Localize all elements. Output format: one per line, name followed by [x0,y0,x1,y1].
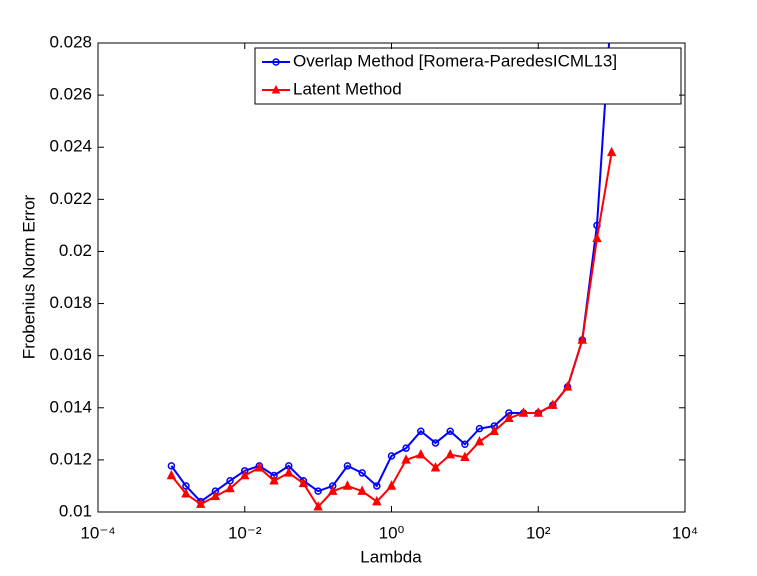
legend-marker [271,84,281,94]
marker [166,469,177,480]
marker [417,427,425,435]
marker [195,498,206,508]
y-tick-label: 0.012 [49,449,92,468]
y-axis-label: Frobenius Norm Error [19,194,38,359]
marker [210,490,221,501]
y-tick-label: 0.01 [59,501,92,520]
marker [548,399,558,409]
marker [240,469,250,480]
y-tick-label: 0.022 [49,189,92,208]
y-tick-label: 0.024 [49,137,92,156]
marker [225,482,235,493]
x-tick-label: 10⁰ [379,523,405,542]
marker [489,425,499,435]
marker [606,146,617,157]
marker [327,485,338,495]
legend-marker [272,58,280,66]
marker [446,427,454,435]
legend: Overlap Method [Romera-ParedesICML13] Lat… [262,51,617,98]
marker [358,469,366,477]
marker [372,495,382,506]
marker [298,477,309,488]
x-axis-label: Lambda [360,547,422,566]
marker [357,485,367,495]
plot-area [97,42,686,513]
marker [402,444,410,452]
marker [386,480,397,490]
y-tick-label: 0.018 [49,293,92,312]
x-tick-label: 10⁻² [228,523,262,542]
y-tick-label: 0.026 [49,85,92,104]
legend-box [254,47,682,105]
marker [269,475,279,485]
marker [577,334,587,344]
x-tick-label: 10⁴ [672,523,698,542]
marker [314,487,322,495]
y-tick-label: 0.014 [49,397,92,416]
marker [475,424,484,433]
marker [533,407,543,417]
marker [460,451,470,462]
marker [474,435,485,446]
marker [181,488,191,498]
marker [401,454,411,464]
marker [430,462,441,472]
x-tick-label: 10² [526,523,551,542]
marker [416,449,426,459]
marker [342,480,353,490]
y-tick-label: 0.02 [59,241,92,260]
marker [254,462,265,472]
marker [373,482,381,490]
marker [167,462,176,470]
marker [592,232,602,243]
marker [313,501,323,511]
y-tick-label: 0.028 [49,32,92,51]
y-tick-label: 0.016 [49,345,92,364]
marker [387,452,396,460]
legend-label: Latent Method [293,79,402,98]
marker [461,440,469,449]
x-tick-label: 10⁻⁴ [80,523,115,542]
plot-content [166,1,617,511]
marker [518,407,529,417]
marker [609,1,615,7]
marker [562,381,573,391]
marker [284,467,294,477]
legend-label: Overlap Method [Romera-ParedesICML13] [293,51,617,70]
marker [431,439,440,447]
marker [504,412,514,422]
marker [445,449,455,459]
marker [343,462,352,470]
